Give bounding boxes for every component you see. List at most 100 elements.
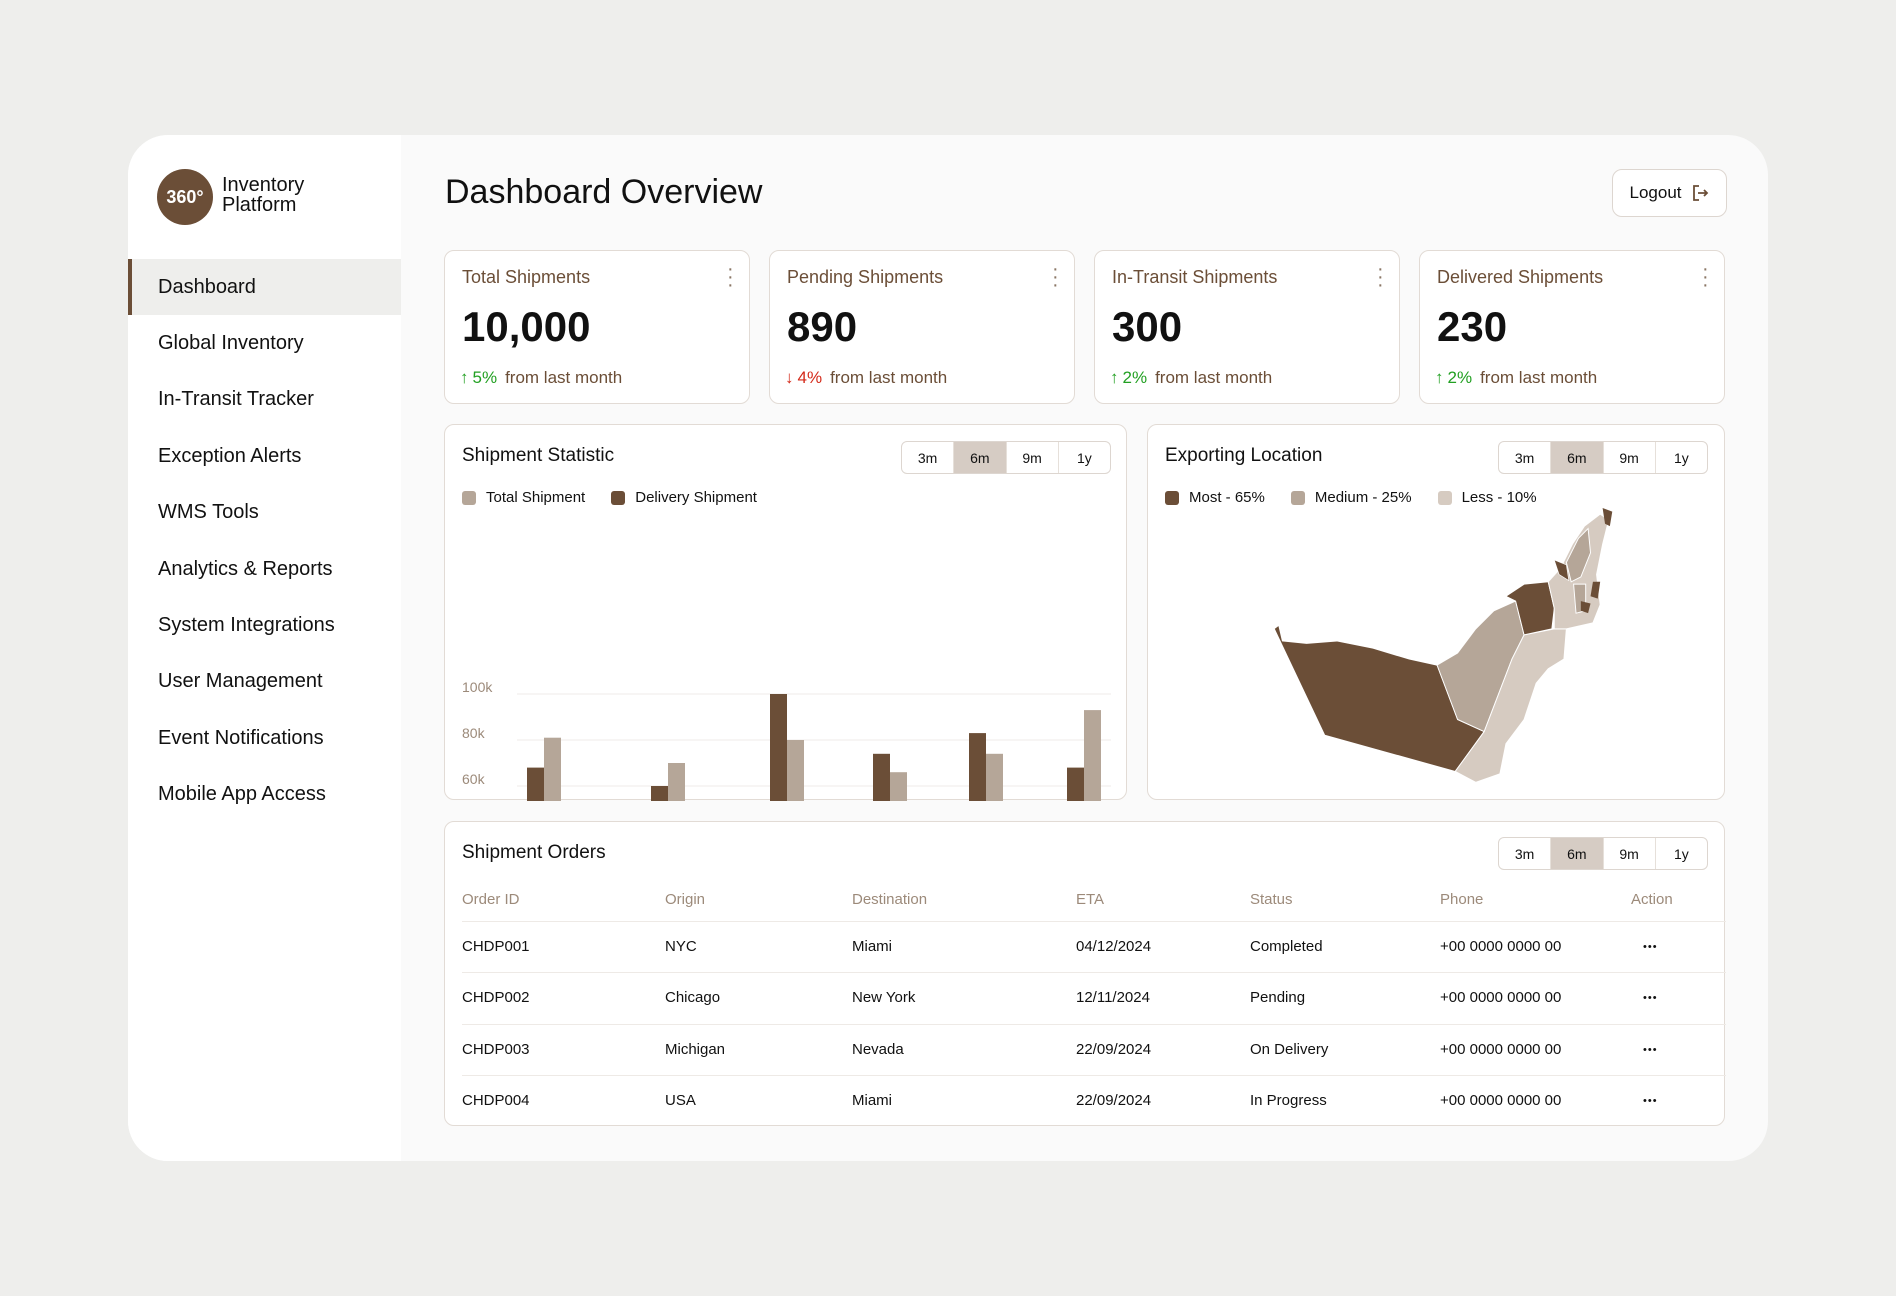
sidebar-item-dashboard[interactable]: Dashboard xyxy=(128,259,401,316)
more-actions-icon[interactable]: ••• xyxy=(1643,941,1658,953)
table-cell: +00 0000 0000 00 xyxy=(1440,1091,1562,1109)
change-percent: ↓ 4% xyxy=(785,368,822,388)
range-option-9m[interactable]: 9m xyxy=(1602,838,1655,869)
sidebar-item-exception-alerts[interactable]: Exception Alerts xyxy=(158,444,302,467)
sidebar-item-wms-tools[interactable]: WMS Tools xyxy=(158,501,259,524)
range-option-3m[interactable]: 3m xyxy=(1514,845,1535,862)
change-percent: ↑ 5% xyxy=(460,368,497,388)
more-vertical-icon[interactable]: · · · xyxy=(1702,258,1709,296)
bar-delivery-shipment[interactable] xyxy=(1067,767,1084,801)
sidebar: 360° Inventory Platform Dashboard Global I… xyxy=(128,135,401,1161)
y-tick-label: 60k xyxy=(462,771,486,787)
shipment-statistic-panel: Shipment Statistic 3m 6m 9m 1y Total Shipme… xyxy=(444,424,1127,801)
map-region-most[interactable] xyxy=(1602,508,1613,527)
range-toggle[interactable]: 3m 6m 9m 1y xyxy=(901,441,1111,474)
bar-total-shipment[interactable] xyxy=(890,772,907,801)
column-header: Origin xyxy=(665,891,706,908)
legend-label: Medium - 25% xyxy=(1314,489,1412,506)
range-option-9m[interactable]: 9m xyxy=(1005,442,1058,473)
panel-title: Shipment Statistic xyxy=(462,445,615,466)
stat-card: Pending Shipments · · · 890 ↓ 4% from last mont… xyxy=(769,250,1075,404)
bar-delivery-shipment[interactable] xyxy=(969,733,986,801)
legend-swatch xyxy=(611,490,626,505)
more-vertical-icon[interactable]: · · · xyxy=(1377,258,1384,296)
card-change: ↑ 2% from last month xyxy=(1110,368,1272,388)
card-change: ↑ 5% from last month xyxy=(460,368,622,388)
range-option-1y[interactable]: 1y xyxy=(1057,442,1110,473)
legend-swatch xyxy=(1165,490,1179,505)
bar-delivery-shipment[interactable] xyxy=(873,753,890,801)
more-actions-icon[interactable]: ••• xyxy=(1643,1043,1658,1056)
sidebar-item-in-transit-tracker[interactable]: In-Transit Tracker xyxy=(158,388,314,411)
panel-title: Exporting Location xyxy=(1165,445,1323,466)
card-value: 300 xyxy=(1112,303,1183,350)
more-actions-icon[interactable]: ••• xyxy=(1643,992,1658,1005)
table-cell: 22/09/2024 xyxy=(1076,1091,1152,1109)
bar-delivery-shipment[interactable] xyxy=(651,786,668,801)
arrow-down-icon: ↓ xyxy=(785,368,794,387)
map-region-most[interactable] xyxy=(1504,581,1555,636)
more-actions-icon[interactable]: ••• xyxy=(1643,1094,1658,1107)
sidebar-item-system-integrations[interactable]: System Integrations xyxy=(158,614,335,637)
map-region-most[interactable] xyxy=(1580,601,1591,614)
sidebar-item-global-inventory[interactable]: Global Inventory xyxy=(158,332,304,355)
table-cell: Chicago xyxy=(665,989,721,1007)
table-cell: 04/12/2024 xyxy=(1076,938,1152,955)
map-region-most[interactable] xyxy=(1553,559,1570,582)
sidebar-item-user-management[interactable]: User Management xyxy=(158,670,323,693)
logout-button[interactable]: Logout xyxy=(1612,169,1727,217)
range-option-9m[interactable]: 9m xyxy=(1602,442,1655,473)
logout-icon xyxy=(1692,185,1708,201)
bar-delivery-shipment[interactable] xyxy=(527,767,544,801)
bar-total-shipment[interactable] xyxy=(986,753,1003,801)
sidebar-item-event-notifications[interactable]: Event Notifications xyxy=(158,726,324,749)
row-divider xyxy=(462,972,1726,974)
range-toggle[interactable]: 3m 6m 9m 1y xyxy=(1498,441,1708,474)
bar-total-shipment[interactable] xyxy=(787,740,804,801)
legend-item: Delivery Shipment xyxy=(611,489,757,506)
bar-total-shipment[interactable] xyxy=(668,763,685,801)
shipment-orders-panel: Shipment Orders 3m 6m 9m 1y Order ID Origin D… xyxy=(444,821,1726,1126)
range-option-1y[interactable]: 1y xyxy=(1654,838,1707,869)
change-suffix: from last month xyxy=(1155,368,1273,387)
bar-total-shipment[interactable] xyxy=(544,737,561,801)
range-option-6m[interactable]: 6m xyxy=(1550,838,1603,869)
table-cell: In Progress xyxy=(1250,1091,1327,1109)
sidebar-item-analytics-reports[interactable]: Analytics & Reports xyxy=(158,557,333,580)
table-cell: NYC xyxy=(665,938,697,955)
arrow-up-icon: ↑ xyxy=(1435,368,1444,387)
change-value: 4% xyxy=(797,368,823,387)
map-region-medium[interactable] xyxy=(1565,527,1592,583)
more-vertical-icon[interactable]: · · · xyxy=(727,258,734,296)
row-divider xyxy=(462,921,1726,922)
stat-card: Delivered Shipments · · · 230 ↑ 2% from last mo… xyxy=(1419,250,1725,404)
panel-title: Shipment Orders xyxy=(462,842,606,863)
sidebar-item-mobile-app-access[interactable]: Mobile App Access xyxy=(158,783,326,806)
range-toggle[interactable]: 3m 6m 9m 1y xyxy=(1498,837,1708,870)
change-value: 2% xyxy=(1447,368,1473,387)
bar-delivery-shipment[interactable] xyxy=(770,694,787,801)
bar-total-shipment[interactable] xyxy=(1084,710,1101,801)
card-value: 230 xyxy=(1437,303,1508,350)
legend-item: Total Shipment xyxy=(462,489,585,506)
range-option-6m[interactable]: 6m xyxy=(1550,442,1603,473)
region-map xyxy=(1269,508,1613,783)
table-cell: Pending xyxy=(1250,989,1306,1007)
range-option-6m[interactable]: 6m xyxy=(953,442,1006,473)
change-suffix: from last month xyxy=(830,368,948,387)
range-option-1y[interactable]: 1y xyxy=(1654,442,1707,473)
legend-label: Less - 10% xyxy=(1461,489,1537,506)
table-cell: New York xyxy=(852,989,916,1007)
more-vertical-icon[interactable]: · · · xyxy=(1052,258,1059,296)
change-value: 5% xyxy=(472,368,498,387)
range-option-3m[interactable]: 3m xyxy=(917,449,938,466)
column-header: Destination xyxy=(852,891,928,908)
table-cell: 22/09/2024 xyxy=(1076,1040,1152,1058)
card-title: Pending Shipments xyxy=(787,267,944,287)
table-cell: CHDP003 xyxy=(462,1040,530,1058)
map-region-most[interactable] xyxy=(1590,581,1601,599)
range-option-3m[interactable]: 3m xyxy=(1514,449,1535,466)
chart-legend: Total Shipment Delivery Shipment xyxy=(462,489,757,506)
table-cell: +00 0000 0000 00 xyxy=(1440,1040,1562,1058)
legend-label: Most - 65% xyxy=(1189,489,1265,506)
